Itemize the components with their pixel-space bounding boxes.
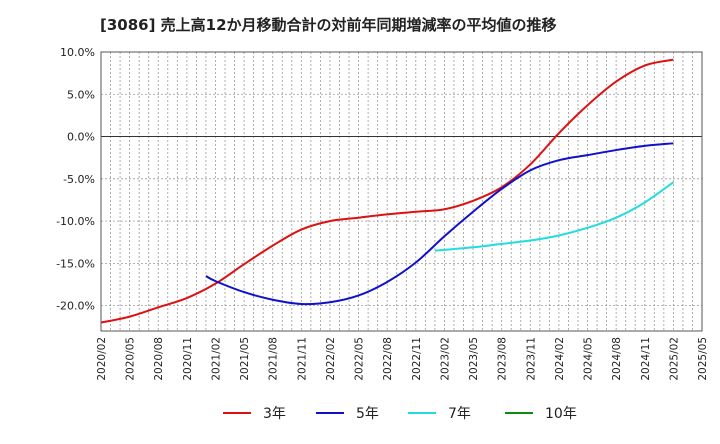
x-tick-label: 2023/08 <box>497 337 509 381</box>
y-tick-label: -15.0% <box>56 257 95 270</box>
x-tick-label: 2024/05 <box>583 337 595 381</box>
x-tick-label: 2024/08 <box>611 337 623 381</box>
legend-label-5年: 5年 <box>356 406 379 422</box>
grid-layer <box>101 51 702 331</box>
x-tick-label: 2022/05 <box>354 337 366 381</box>
x-tick-label: 2024/02 <box>554 337 566 381</box>
x-tick-label: 2022/02 <box>325 337 337 381</box>
x-tick-label: 2020/11 <box>182 337 194 381</box>
x-tick-label: 2023/02 <box>439 337 451 381</box>
x-tick-label: 2025/05 <box>697 337 709 381</box>
x-tick-label: 2021/11 <box>296 337 308 381</box>
y-tick-label: 5.0% <box>67 88 95 101</box>
x-tick-label: 2021/08 <box>268 337 280 381</box>
legend: 3年 5年 7年 10年 <box>223 406 577 422</box>
legend-label-10年: 10年 <box>545 406 577 422</box>
axis-layer: 10.0% 5.0% 0.0% -5.0% -10.0% -15.0% -20.0% 2020… <box>56 46 709 381</box>
x-tick-label: 2021/02 <box>210 337 222 381</box>
x-tick-label: 2022/08 <box>382 337 394 381</box>
series-line-5年 <box>205 142 674 306</box>
y-tick-label: 10.0% <box>60 46 95 59</box>
series-line-3年 <box>100 58 674 324</box>
x-tick-label: 2022/11 <box>411 337 423 381</box>
x-tick-label: 2020/02 <box>96 337 108 381</box>
chart-title: [3086] 売上高12か月移動合計の対前年同期増減率の平均値の推移 <box>100 16 557 34</box>
x-tick-label: 2024/11 <box>640 337 652 381</box>
legend-label-3年: 3年 <box>263 406 286 422</box>
x-tick-label: 2020/08 <box>153 337 165 381</box>
x-tick-label: 2021/05 <box>239 337 251 381</box>
x-tick-label: 2020/05 <box>125 337 137 381</box>
y-tick-label: 0.0% <box>67 131 95 144</box>
x-tick-label: 2025/02 <box>668 337 680 381</box>
legend-label-7年: 7年 <box>448 406 471 422</box>
y-tick-label: -5.0% <box>63 173 95 186</box>
series-layer <box>100 58 674 324</box>
y-tick-label: -10.0% <box>56 215 95 228</box>
x-tick-label: 2023/11 <box>525 337 537 381</box>
y-tick-label: -20.0% <box>56 300 95 313</box>
x-tick-label: 2023/05 <box>468 337 480 381</box>
series-line-7年 <box>434 181 674 252</box>
plot-frame <box>100 51 703 332</box>
